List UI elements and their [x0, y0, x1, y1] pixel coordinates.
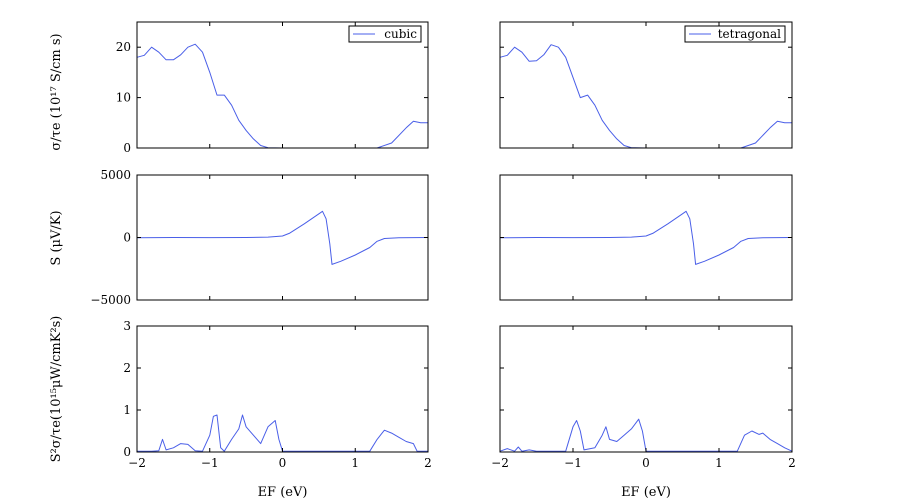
y-tick-label: 0: [123, 231, 131, 245]
x-tick-label: 1: [351, 456, 359, 470]
panel-pf_cubic: 0 1 2 3 −2 −1 0 1 2 EF (eV) S²σ/τe(10¹⁵μW/cmK²s): [49, 316, 432, 500]
x-tick-label: −2: [491, 456, 509, 470]
series-line: [137, 414, 428, 452]
x-tick-label: −1: [564, 456, 582, 470]
series-line: [136, 210, 429, 265]
series-line: [136, 43, 428, 149]
axes-frame: [136, 325, 429, 453]
panel-sigma_tetragonal: tetragonal: [499, 21, 793, 149]
y-tick-label: 0: [123, 445, 131, 459]
y-axis-label: σ/τe (10¹⁷ S/cm s): [49, 33, 64, 150]
x-axis-label: EF (eV): [621, 485, 671, 500]
legend: cubic: [348, 25, 422, 43]
y-tick-label: −5000: [90, 293, 131, 307]
x-tick-label: −1: [201, 456, 219, 470]
legend-label: cubic: [384, 27, 417, 41]
y-tick-label: 3: [123, 319, 131, 333]
x-tick-label: 2: [788, 456, 796, 470]
y-tick-label: 10: [116, 91, 131, 105]
y-tick-label: 2: [123, 361, 131, 375]
y-tick-label: 5000: [100, 168, 131, 182]
series-line: [499, 44, 792, 149]
legend: tetragonal: [684, 25, 786, 43]
x-tick-label: −2: [128, 456, 146, 470]
legend-box: [684, 25, 786, 43]
panel-pf_tetragonal: −2 −1 0 1 2 EF (eV): [491, 325, 796, 500]
x-axis-label: EF (eV): [258, 485, 308, 500]
legend-box: [348, 25, 422, 43]
y-tick-label: 20: [116, 40, 131, 54]
panel-seebeck_tetragonal: [499, 174, 793, 301]
legend-label: tetragonal: [718, 27, 781, 41]
y-tick-label: 0: [123, 141, 131, 155]
panel-seebeck_cubic: −5000 0 5000 S (μV/K): [49, 168, 429, 307]
y-axis-label: S²σ/τe(10¹⁵μW/cmK²s): [49, 316, 64, 463]
x-tick-label: 0: [279, 456, 287, 470]
series-line: [499, 418, 793, 452]
x-tick-label: 1: [715, 456, 723, 470]
series-line: [499, 210, 793, 265]
y-axis-label: S (μV/K): [49, 210, 64, 265]
y-tick-label: 1: [123, 403, 131, 417]
x-tick-label: 2: [424, 456, 432, 470]
panel-sigma_cubic: 0 10 20 σ/τe (10¹⁷ S/cm s) cubic: [49, 21, 429, 155]
x-tick-label: 0: [642, 456, 650, 470]
